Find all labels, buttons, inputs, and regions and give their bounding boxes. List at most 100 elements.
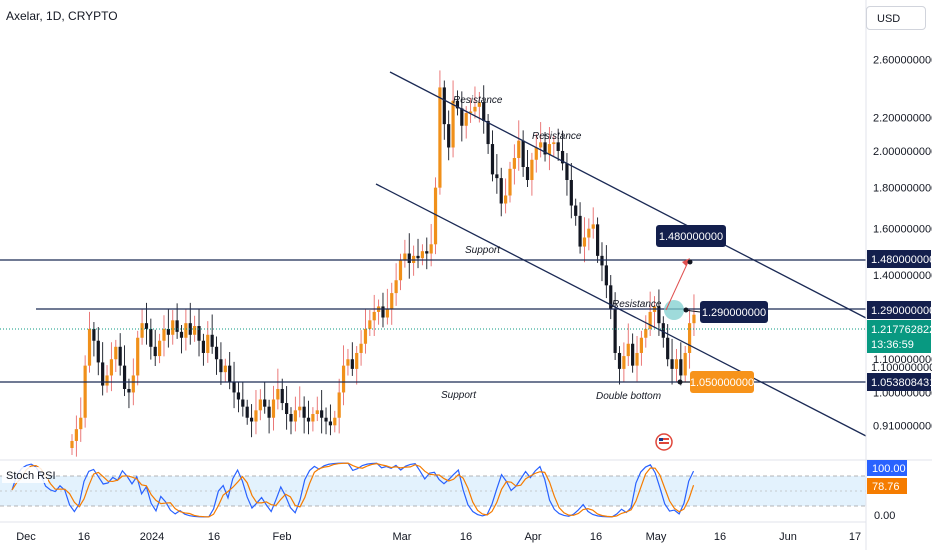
candle-body <box>587 228 591 238</box>
candle-body <box>508 168 512 196</box>
candle-body <box>175 320 179 332</box>
callout-1480[interactable]: 1.480000000 <box>656 225 726 247</box>
annotation-resistance-3[interactable]: Resistance <box>612 299 662 310</box>
annotation-resistance-2[interactable]: Resistance <box>532 131 582 142</box>
svg-text:100.00: 100.00 <box>872 463 906 475</box>
candle <box>232 361 236 409</box>
price-pane[interactable]: 1.480000000 1.290000000 1.050000000 Resi… <box>0 0 867 460</box>
candle-body <box>92 328 96 341</box>
candle-body <box>429 244 433 254</box>
candle <box>241 382 245 417</box>
candle-body <box>556 142 560 151</box>
candle <box>254 390 258 435</box>
candle <box>197 309 201 357</box>
candle-body <box>521 140 525 167</box>
chart-title[interactable]: Axelar, 1D, CRYPTO <box>6 9 118 23</box>
stoch-rsi-label[interactable]: Stoch RSI <box>6 470 56 482</box>
candle-body <box>525 166 530 181</box>
candle <box>350 342 354 376</box>
candle-body <box>232 382 236 393</box>
x-tick-label: 2024 <box>140 531 164 543</box>
candle-body <box>631 343 635 366</box>
candle <box>670 338 674 385</box>
candle <box>486 114 490 154</box>
stoch-rsi-pane[interactable]: Stoch RSI <box>0 462 866 518</box>
candle <box>648 291 652 336</box>
stoch-k-tag: 100.00 <box>867 460 907 476</box>
candle-body <box>617 352 622 369</box>
candle <box>517 120 521 171</box>
candle-body <box>477 102 481 107</box>
candle <box>530 152 534 196</box>
candle <box>666 324 670 367</box>
callout-1290[interactable]: 1.290000000 <box>700 301 768 323</box>
candle-body <box>293 410 297 422</box>
candle <box>679 342 683 386</box>
price-tag-support: 1.053808431 <box>867 373 932 391</box>
candle <box>96 327 100 376</box>
candle-body <box>626 343 630 357</box>
candle <box>105 365 109 393</box>
candle <box>565 153 569 196</box>
candle-body <box>438 87 442 188</box>
candle-body <box>639 337 643 353</box>
candle <box>425 237 429 270</box>
candle-body <box>666 337 670 360</box>
candle <box>468 97 473 123</box>
candle-body <box>451 100 455 148</box>
projection-arrow[interactable] <box>665 261 689 311</box>
candle <box>477 91 481 123</box>
candle <box>442 80 446 140</box>
price-axis[interactable]: 2.600000000 2.200000000 2.000000000 1.80000… <box>865 0 932 550</box>
candle <box>657 289 661 336</box>
candle-body <box>622 356 626 369</box>
candle-body <box>105 375 109 386</box>
channel-upper-line[interactable] <box>389 71 867 319</box>
breakout-marker[interactable] <box>664 300 684 320</box>
us-flag-event-icon[interactable] <box>655 433 673 451</box>
candle <box>258 389 262 421</box>
candle <box>249 404 254 438</box>
x-tick-label: 16 <box>590 531 602 543</box>
x-tick-label: 16 <box>714 531 726 543</box>
x-tick-label: Mar <box>393 531 412 543</box>
candle-body <box>114 346 118 360</box>
annotation-support-2[interactable]: Support <box>441 390 477 401</box>
candle-body <box>166 328 170 335</box>
candle <box>394 263 398 306</box>
candle <box>504 178 508 214</box>
candle-body <box>372 311 376 321</box>
candle-body <box>512 157 516 169</box>
candle <box>333 410 337 433</box>
candle <box>451 80 455 158</box>
candle <box>644 315 648 348</box>
x-tick-label: 17 <box>849 531 861 543</box>
candle-body <box>355 352 359 369</box>
candle <box>473 86 477 119</box>
candle-body <box>403 253 407 261</box>
currency-button[interactable]: USD <box>866 6 926 30</box>
annotation-double-bottom[interactable]: Double bottom <box>596 391 661 402</box>
callout-1290-label: 1.290000000 <box>702 307 766 319</box>
candle-body <box>131 375 135 393</box>
candle <box>149 318 153 360</box>
candle <box>328 404 333 436</box>
candle-body <box>136 337 140 376</box>
y-tick-labels: 2.600000000 2.200000000 2.000000000 1.80000… <box>873 55 932 433</box>
price-tag-1480: 1.480000000 <box>867 250 932 268</box>
candle-body <box>363 328 368 344</box>
candle <box>556 128 560 161</box>
candle-body <box>324 417 328 422</box>
time-axis[interactable]: Dec 16 2024 16 Feb Mar 16 Apr 16 May 16 Jun 17 <box>0 521 866 543</box>
candle-body <box>179 331 184 338</box>
candle-body <box>460 108 464 126</box>
candle <box>512 144 516 185</box>
callout-1050[interactable]: 1.050000000 <box>690 371 754 393</box>
candle <box>359 330 363 366</box>
annotation-resistance-1[interactable]: Resistance <box>453 95 503 106</box>
candle <box>293 396 297 432</box>
candle-body <box>499 178 503 204</box>
annotation-support-1[interactable]: Support <box>465 245 501 256</box>
channel-lower-line[interactable] <box>375 183 867 437</box>
